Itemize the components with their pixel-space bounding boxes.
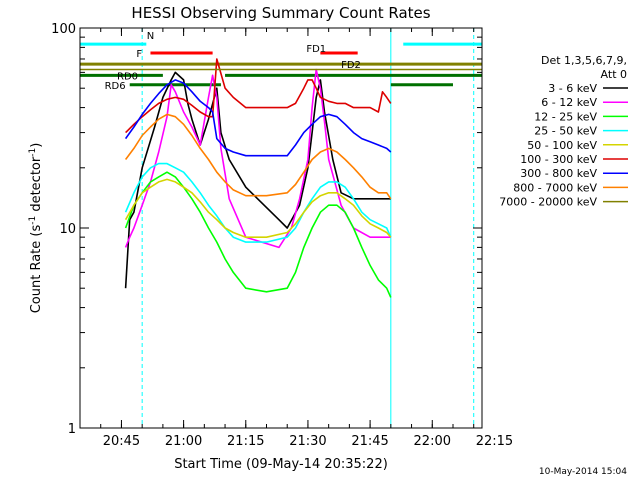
x-tick-label-5: 22:00 (414, 434, 451, 449)
legend-label-6: 300 - 800 keV (520, 167, 597, 180)
legend-label-7: 800 - 7000 keV (513, 181, 597, 194)
x-axis: 20:45 21:00 21:15 21:30 21:45 22:00 22:15 (100, 28, 513, 449)
legend-label-4: 50 - 100 keV (527, 139, 597, 152)
flag-label-n: N (147, 31, 154, 42)
legend-header-line-1: Det 1,3,5,6,7,9, (541, 54, 627, 67)
flag-label-rd6: RD6 (105, 81, 126, 92)
y-axis-label-main: Count Rate (s (29, 225, 44, 314)
y-tick-label-0: 1 (68, 422, 76, 437)
y-tick-label-1: 10 (59, 222, 76, 237)
series-line-5 (125, 58, 392, 134)
chart-title: HESSI Observing Summary Count Rates (131, 4, 430, 22)
y-axis: 1 10 100 (51, 22, 482, 437)
series-layer (80, 58, 482, 298)
legend-label-2: 12 - 25 keV (534, 110, 597, 123)
y-axis-label-end: ) (29, 143, 44, 148)
flag-label-f: F (136, 49, 142, 60)
series-line-4 (124, 178, 392, 238)
x-tick-label-6: 22:15 (476, 434, 513, 449)
legend-header-line-2: Att 0 (601, 68, 627, 81)
date-stamp: 10-May-2014 15:04 (539, 467, 627, 477)
y-axis-label-exponent: -1 (28, 216, 38, 225)
legend-label-8: 7000 - 20000 keV (499, 196, 597, 209)
flag-label-fd1: FD1 (306, 44, 326, 55)
legend-label-0: 3 - 6 keV (548, 82, 597, 95)
series-line-0 (124, 71, 391, 289)
series-line-7 (124, 113, 392, 200)
x-axis-label: Start Time (09-May-14 20:35:22) (174, 457, 388, 472)
y-axis-label-tail: detector (29, 156, 44, 216)
series-line-6 (124, 79, 392, 157)
x-tick-label-0: 20:45 (103, 434, 140, 449)
legend-label-5: 100 - 300 keV (520, 153, 597, 166)
y-axis-label-exponent-2: -1 (28, 148, 38, 157)
flag-label-rd0: RD0 (117, 71, 138, 82)
flag-label-fd2: FD2 (341, 60, 361, 71)
x-tick-label-2: 21:15 (227, 434, 264, 449)
x-tick-label-1: 21:00 (165, 434, 202, 449)
y-axis-label: Count Rate (s-1 detector-1) (28, 143, 44, 314)
series-line-1 (124, 68, 391, 249)
legend-label-1: 6 - 12 keV (541, 96, 597, 109)
series-line-2 (124, 171, 392, 298)
x-tick-label-3: 21:30 (289, 434, 326, 449)
legend-label-3: 25 - 50 keV (534, 125, 597, 138)
x-tick-label-4: 21:45 (351, 434, 388, 449)
series-line-3 (124, 162, 392, 243)
y-tick-label-2: 100 (51, 22, 76, 37)
